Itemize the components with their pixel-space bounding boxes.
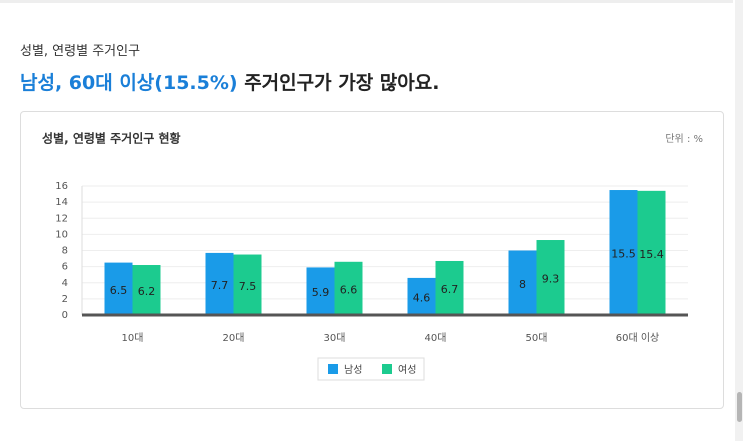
divider — [0, 0, 733, 3]
x-tick-label: 60대 이상 — [616, 332, 660, 344]
bar — [536, 240, 565, 315]
legend-label: 여성 — [398, 364, 416, 376]
bar — [637, 190, 666, 315]
legend-label: 남성 — [344, 364, 362, 376]
chart-card — [20, 111, 724, 409]
x-tick-label: 40대 — [425, 332, 447, 344]
y-tick-label: 0 — [62, 310, 68, 321]
y-tick-label: 4 — [62, 278, 68, 289]
bar — [508, 250, 537, 315]
data-label: 7.7 — [211, 279, 229, 292]
legend-swatch — [328, 364, 338, 374]
scrollbar-thumb[interactable] — [737, 392, 742, 422]
legend-swatch — [382, 364, 392, 374]
y-tick-label: 6 — [62, 262, 68, 273]
y-tick-label: 16 — [55, 181, 68, 192]
data-label: 8 — [519, 278, 526, 291]
scrollbar — [735, 0, 743, 441]
legend-box — [317, 357, 425, 381]
chart-title: 성별, 연령별 주거인구 현황 — [42, 131, 181, 146]
data-label: 7.5 — [239, 280, 257, 293]
y-tick-label: 12 — [55, 213, 68, 224]
x-tick-label: 50대 — [526, 332, 548, 344]
x-tick-label: 30대 — [324, 332, 346, 344]
y-tick-label: 10 — [55, 229, 68, 240]
headline-highlight: 남성, 60대 이상(15.5%) — [20, 72, 238, 94]
data-label: 6.7 — [441, 283, 459, 296]
bar — [104, 262, 133, 315]
y-tick-label: 2 — [62, 294, 68, 305]
y-tick-label: 8 — [62, 246, 68, 257]
data-label: 6.6 — [340, 283, 358, 296]
data-label: 6.5 — [110, 284, 128, 297]
unit-label: 단위 : % — [665, 132, 703, 145]
bar — [407, 277, 436, 315]
y-tick-label: 14 — [55, 197, 68, 208]
x-tick-label: 10대 — [122, 332, 144, 344]
bar — [132, 265, 161, 315]
x-tick-label: 20대 — [223, 332, 245, 344]
section-subtitle: 성별, 연령별 주거인구 — [20, 44, 141, 59]
bar — [435, 260, 464, 315]
bar — [334, 261, 363, 315]
headline: 남성, 60대 이상(15.5%) 주거인구가 가장 많아요. — [20, 68, 439, 95]
data-label: 15.5 — [611, 248, 636, 261]
bar — [306, 267, 335, 315]
headline-text: 주거인구가 가장 많아요. — [237, 72, 440, 94]
bar — [609, 190, 638, 315]
data-label: 5.9 — [312, 286, 330, 299]
bar — [205, 252, 234, 315]
data-label: 6.2 — [138, 285, 156, 298]
data-label: 9.3 — [542, 273, 560, 286]
bar — [233, 254, 262, 315]
data-label: 4.6 — [413, 291, 431, 304]
data-label: 15.4 — [639, 248, 664, 261]
